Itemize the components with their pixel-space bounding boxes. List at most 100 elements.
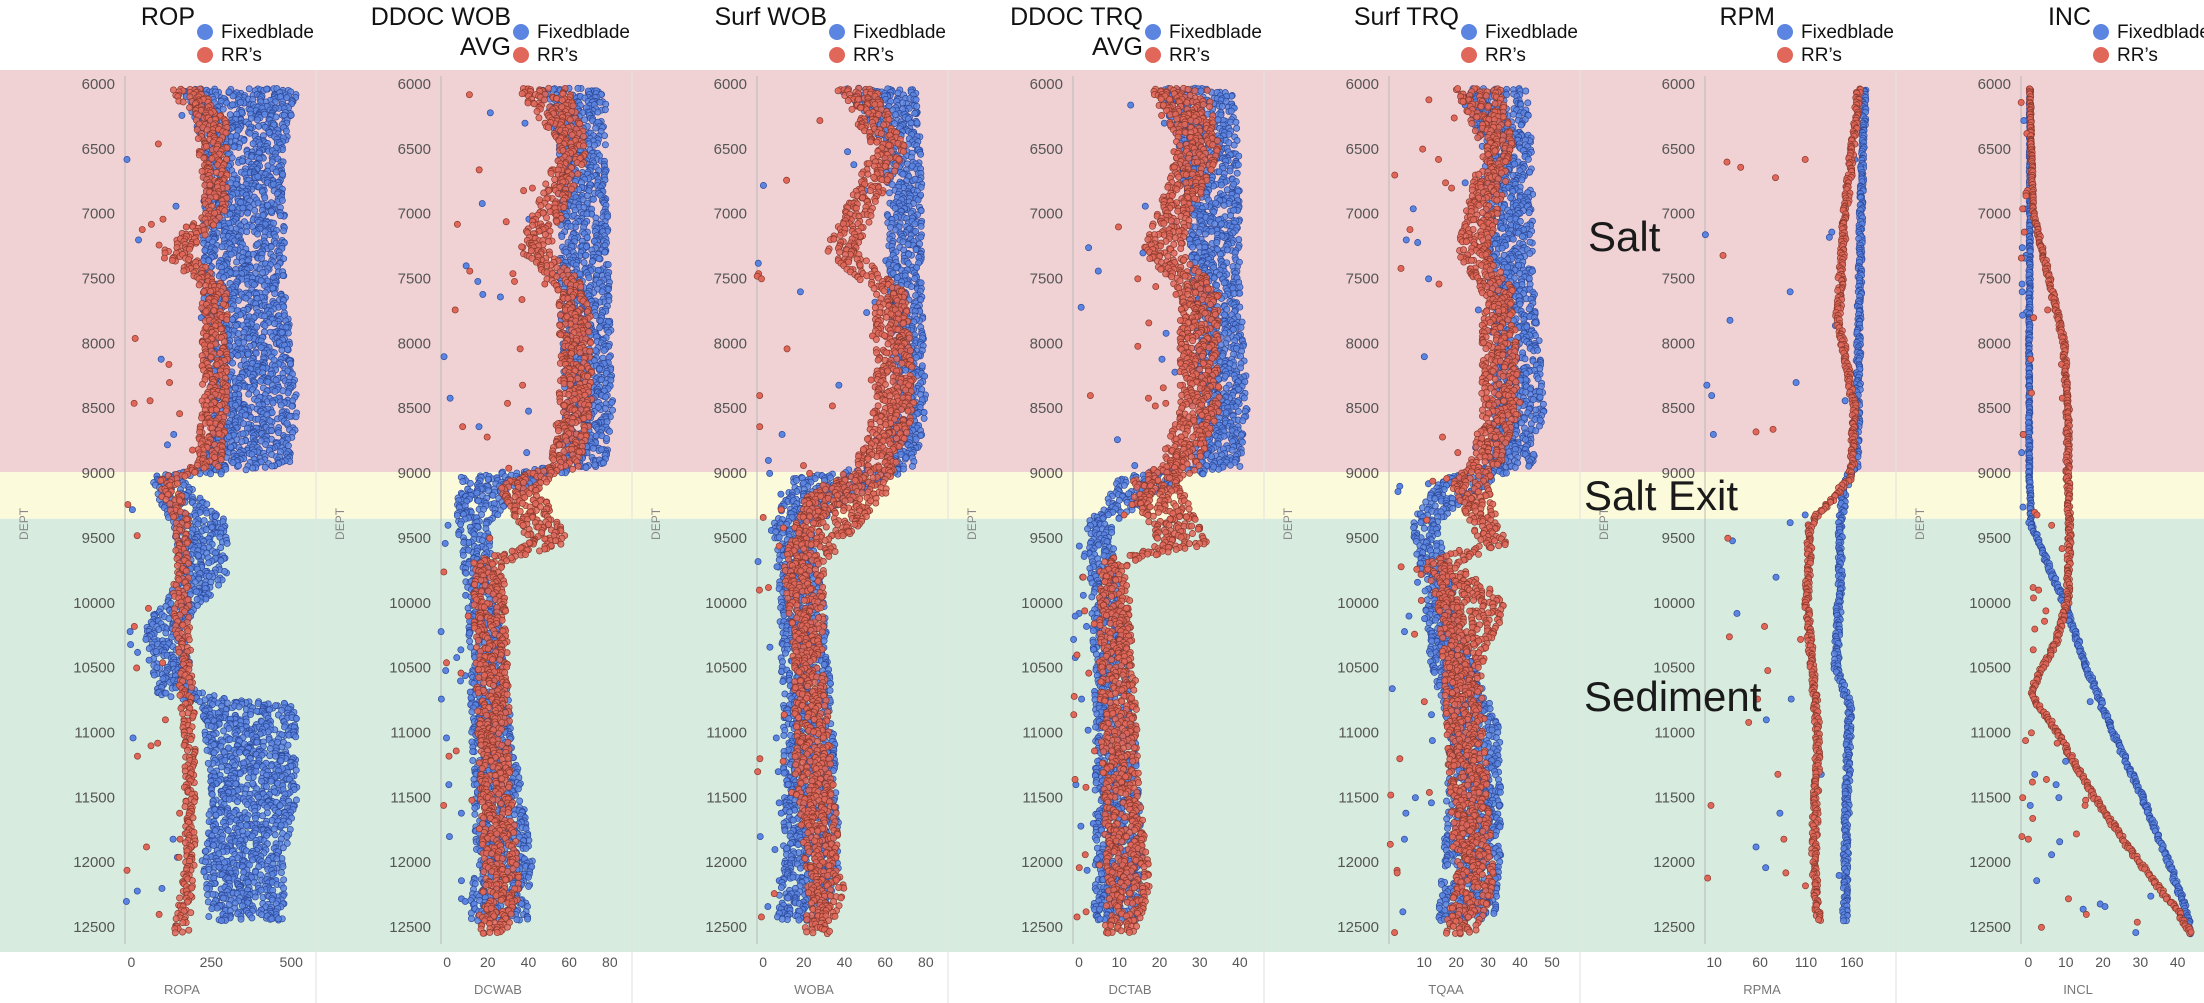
data-point xyxy=(203,509,211,517)
data-point xyxy=(223,540,231,547)
data-point xyxy=(133,532,141,540)
data-point xyxy=(239,430,247,438)
data-point xyxy=(187,736,195,743)
data-point xyxy=(237,98,244,106)
data-point xyxy=(235,462,242,470)
data-point xyxy=(161,254,168,262)
data-point xyxy=(238,438,246,445)
data-point xyxy=(203,840,211,848)
y-tick-label: 12000 xyxy=(389,854,431,871)
data-point xyxy=(145,656,153,664)
data-point xyxy=(255,122,263,130)
data-point xyxy=(280,227,288,235)
data-point xyxy=(292,715,300,723)
data-point xyxy=(168,257,176,264)
data-point xyxy=(152,648,160,655)
data-point xyxy=(253,738,261,746)
data-point xyxy=(284,329,292,337)
data-point xyxy=(216,349,224,357)
data-point xyxy=(200,287,208,295)
data-point xyxy=(233,258,241,266)
data-point xyxy=(590,195,597,203)
x-tick-label: 250 xyxy=(200,954,224,970)
data-point xyxy=(243,228,251,236)
data-point xyxy=(267,207,275,215)
data-point xyxy=(157,355,165,363)
data-point xyxy=(214,463,222,470)
data-point xyxy=(184,746,191,754)
data-point xyxy=(223,699,231,707)
data-point xyxy=(254,173,262,180)
data-point xyxy=(601,106,609,114)
data-point xyxy=(245,390,253,398)
data-point xyxy=(166,379,173,387)
y-tick-label: 9500 xyxy=(398,530,431,547)
data-point xyxy=(165,360,173,368)
data-point xyxy=(278,869,285,877)
data-point xyxy=(280,303,288,311)
data-point xyxy=(261,463,269,471)
y-tick-label: 7000 xyxy=(398,206,431,223)
data-point xyxy=(202,526,210,534)
data-point xyxy=(182,567,190,575)
data-point xyxy=(292,733,300,741)
data-point xyxy=(268,915,276,923)
data-point xyxy=(215,863,223,871)
data-point xyxy=(172,202,180,210)
y-tick-label: 9000 xyxy=(82,465,115,482)
y-tick-label: 11500 xyxy=(74,789,115,806)
data-point xyxy=(147,742,155,750)
data-point xyxy=(245,85,253,93)
data-point xyxy=(147,220,155,228)
data-point xyxy=(279,170,287,178)
data-point xyxy=(278,329,286,336)
data-point xyxy=(228,305,236,313)
data-point xyxy=(218,243,226,251)
data-point xyxy=(228,101,236,109)
data-point xyxy=(202,307,210,315)
data-point xyxy=(272,702,280,710)
data-point xyxy=(583,210,591,218)
data-point xyxy=(259,812,267,820)
data-point xyxy=(201,246,209,254)
data-point xyxy=(143,843,150,851)
data-point xyxy=(183,522,191,530)
data-point xyxy=(126,628,134,636)
data-point xyxy=(257,344,265,352)
data-point xyxy=(217,456,225,464)
data-point xyxy=(162,629,170,637)
data-point xyxy=(242,466,250,474)
data-point xyxy=(268,427,276,435)
data-point xyxy=(208,790,216,798)
data-point xyxy=(254,116,261,124)
data-point xyxy=(158,884,166,892)
data-point xyxy=(217,557,225,565)
data-point xyxy=(276,212,284,220)
data-point xyxy=(237,915,245,923)
data-point xyxy=(279,863,287,870)
data-point xyxy=(179,928,186,936)
data-point xyxy=(167,693,175,701)
data-point xyxy=(170,513,178,521)
data-point xyxy=(173,479,181,487)
data-point xyxy=(567,222,575,230)
x-tick-label: 0 xyxy=(127,954,135,970)
y-tick-label: 12500 xyxy=(389,919,431,936)
data-point xyxy=(253,323,261,331)
data-point xyxy=(220,274,228,282)
data-point xyxy=(176,691,184,699)
data-point xyxy=(207,470,215,478)
y-tick-label: 8500 xyxy=(82,400,115,417)
data-point xyxy=(283,833,291,841)
data-point xyxy=(263,85,271,93)
data-point xyxy=(134,752,141,760)
data-point xyxy=(231,384,239,392)
data-point xyxy=(268,462,276,470)
data-point xyxy=(170,431,178,438)
data-point xyxy=(199,380,207,388)
data-point xyxy=(176,894,184,902)
header-strip xyxy=(0,0,2204,70)
data-point xyxy=(284,389,292,397)
data-point xyxy=(284,345,291,353)
